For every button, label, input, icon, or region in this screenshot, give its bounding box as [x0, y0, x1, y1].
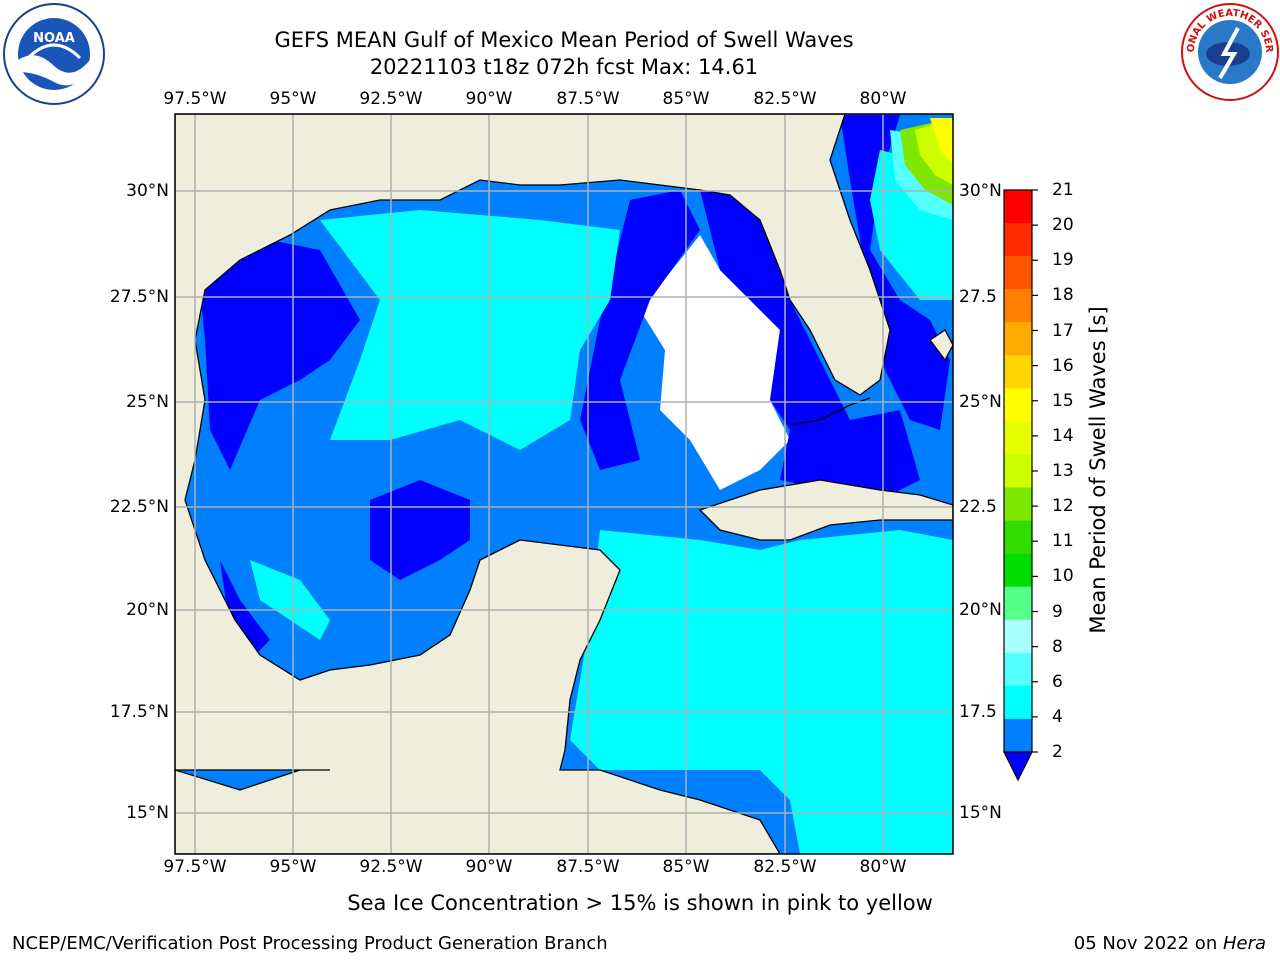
- colorbar-segment: [1004, 289, 1032, 323]
- grid-lines: [175, 114, 953, 854]
- lat-label: 20°N: [126, 600, 169, 620]
- credit-text: NCEP/EMC/Verification Post Processing Pr…: [12, 933, 608, 954]
- colorbar-tick-label: 8: [1052, 636, 1063, 657]
- colorbar-tick-label: 2: [1052, 742, 1063, 762]
- lon-label: 82.5°W: [753, 857, 817, 877]
- svg-text:NOAA: NOAA: [33, 31, 75, 46]
- level-2-4-bay: [370, 480, 470, 580]
- colorbar-tick-label: 17: [1052, 320, 1074, 341]
- lon-label: 80°W: [859, 89, 907, 109]
- lon-label: 85°W: [662, 89, 710, 109]
- lon-label: 97.5°W: [163, 89, 227, 109]
- colorbar: [1003, 189, 1038, 782]
- map-frame: [174, 113, 954, 855]
- colorbar-label: Mean Period of Swell Waves [s]: [1086, 306, 1110, 634]
- lon-label: 82.5°W: [753, 89, 817, 109]
- level-6-8-central: [320, 210, 620, 450]
- colorbar-tick-label: 21: [1052, 180, 1074, 200]
- lon-label: 90°W: [465, 857, 513, 877]
- colorbar-segment: [1004, 586, 1032, 621]
- map-area: [175, 114, 953, 854]
- lat-label: 27.5: [959, 287, 997, 307]
- lat-label: 22.5: [959, 497, 997, 517]
- sea-ice-note: Sea Ice Concentration > 15% is shown in …: [347, 891, 933, 915]
- colorbar-segment: [1004, 487, 1032, 522]
- colorbar-segment: [1004, 223, 1032, 257]
- colorbar-tick-label: 10: [1052, 566, 1074, 587]
- date-value: 05 Nov 2022 on: [1073, 933, 1223, 954]
- colorbar-tick-label: 18: [1052, 285, 1074, 306]
- colorbar-segment: [1004, 355, 1032, 389]
- colorbar-tick-label: 19: [1052, 250, 1074, 271]
- land-bahamas: [929, 329, 953, 362]
- colorbar-segment: [1004, 256, 1032, 290]
- land-cuba: [698, 479, 953, 541]
- level-2-4-florida: [700, 190, 920, 500]
- level-2-4-atlantic: [840, 115, 950, 430]
- colorbar-segment: [1004, 652, 1032, 687]
- colorbar-tick-label: 4: [1052, 706, 1063, 727]
- lat-label: 30°N: [959, 181, 1002, 201]
- colorbar-segment: [1004, 322, 1032, 356]
- no-data-region: [640, 235, 790, 490]
- lon-label: 90°W: [465, 89, 513, 109]
- machine-name: Hera: [1222, 933, 1266, 954]
- date-text: 05 Nov 2022 on Hera: [1074, 933, 1266, 954]
- lat-label: 15°N: [126, 803, 169, 823]
- lat-label: 17.5: [959, 702, 997, 722]
- lon-label: 95°W: [269, 857, 317, 877]
- colorbar-segment: [1004, 454, 1032, 489]
- lon-label: 92.5°W: [359, 857, 423, 877]
- colorbar-segment: [1004, 619, 1032, 654]
- colorbar-tick-label: 11: [1052, 531, 1074, 552]
- land-north-america: [175, 114, 891, 854]
- colorbar-tick-label: 15: [1052, 390, 1074, 411]
- lat-label: 27.5°N: [109, 287, 169, 307]
- colorbar-segment: [1004, 520, 1032, 555]
- lat-label: 22.5°N: [109, 497, 169, 517]
- colorbar-tick-label: 20: [1052, 215, 1074, 236]
- nws-logo: NATIONAL WEATHER SERVICE: [1180, 2, 1279, 101]
- level-2-4-east: [580, 190, 700, 470]
- colorbar-segment: [1004, 718, 1032, 753]
- lat-label: 30°N: [126, 181, 169, 201]
- lon-label: 92.5°W: [359, 89, 423, 109]
- level-6-8-campeche: [250, 560, 330, 640]
- colorbar-tick-label: 13: [1052, 461, 1074, 481]
- lat-label: 20°N: [959, 600, 1002, 620]
- level-6-8-south: [570, 530, 953, 854]
- colorbar-segment: [1004, 421, 1032, 455]
- lon-label: 95°W: [269, 89, 317, 109]
- colorbar-extend-triangle: [1003, 751, 1033, 782]
- colorbar-segment: [1004, 190, 1032, 224]
- colorbar-segment: [1004, 685, 1032, 720]
- lat-label: 15°N: [959, 803, 1002, 823]
- lat-label: 25°N: [959, 392, 1002, 412]
- level-14-15-peak: [930, 118, 953, 165]
- lon-label: 97.5°W: [163, 857, 227, 877]
- colorbar-segment: [1004, 553, 1032, 588]
- colorbar-tick-label: 16: [1052, 355, 1074, 376]
- chart-title: GEFS MEAN Gulf of Mexico Mean Period of …: [274, 28, 854, 52]
- noaa-logo: NOAA: [3, 3, 105, 105]
- lon-label: 85°W: [662, 857, 710, 877]
- lon-label: 87.5°W: [556, 89, 620, 109]
- lon-label: 87.5°W: [556, 857, 620, 877]
- lon-label: 80°W: [859, 857, 907, 877]
- lat-label: 17.5°N: [109, 702, 169, 722]
- colorbar-tick-label: 12: [1052, 496, 1074, 517]
- lat-label: 25°N: [126, 392, 169, 412]
- colorbar-tick-label: 6: [1052, 671, 1063, 692]
- colorbar-tick-label: 9: [1052, 601, 1063, 622]
- colorbar-segment: [1004, 388, 1032, 422]
- chart-subtitle: 20221103 t18z 072h fcst Max: 14.61: [369, 55, 759, 79]
- colorbar-tick-label: 14: [1052, 425, 1074, 446]
